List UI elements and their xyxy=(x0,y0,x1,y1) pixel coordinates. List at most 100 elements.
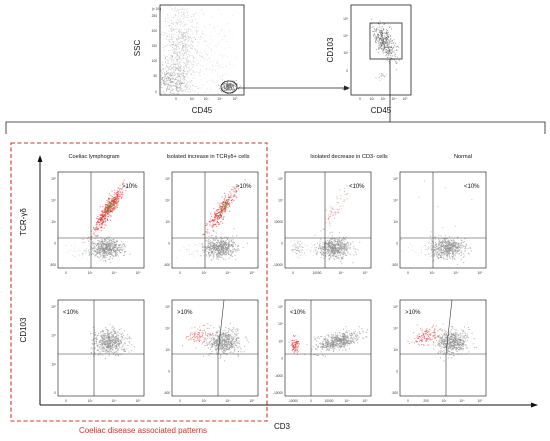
x-tick-label: 0 xyxy=(310,399,312,403)
panel-cd103-tcr-increase: >10% 10⁵ 10⁴ 10³ 0 -500 0 10³ 10⁴ 10⁵ xyxy=(164,299,259,403)
x-tick-label: 0 xyxy=(407,399,409,403)
event-cloud xyxy=(290,240,305,259)
event-cloud xyxy=(176,243,220,260)
x-tick-label: 0 xyxy=(179,271,181,275)
ssc-cd45-plot: (x 10³) 250 200 150 100 50 0 0 10² 10³ 1… xyxy=(133,4,245,115)
y-tick-label: 10⁴ xyxy=(393,199,399,203)
cd103-ytick: 10⁴ xyxy=(343,34,349,38)
panel-events xyxy=(400,180,473,265)
lymphocyte-gate xyxy=(220,80,238,94)
y-tick-label: -10000 xyxy=(273,391,283,395)
x-tick-label: 10⁴ xyxy=(454,271,460,275)
cd103-plot-events xyxy=(371,18,400,81)
event-cloud xyxy=(375,72,387,81)
coeliac-patterns-caption: Coeliac disease associated patterns xyxy=(79,426,207,435)
x-tick-label: 200 xyxy=(423,399,429,403)
event-cloud xyxy=(400,180,473,250)
y-tick-label: 10³ xyxy=(51,220,56,224)
ssc-xtick: 10⁴ xyxy=(218,97,224,101)
ssc-ytick: 250 xyxy=(152,14,158,18)
x-tick-label: 10³ xyxy=(88,399,93,403)
y-tick-label: 10⁴ xyxy=(165,199,171,203)
cd103-plot-frame xyxy=(350,4,412,96)
event-cloud xyxy=(219,200,230,216)
x-tick-label: 10⁵ xyxy=(478,399,484,403)
row-label-tcr: TCR-γδ xyxy=(19,208,28,236)
y-tick-label: 10³ xyxy=(278,339,283,343)
event-cloud xyxy=(185,10,238,95)
y-tick-label: 0 xyxy=(396,242,398,246)
x-tick-label: 10⁴ xyxy=(112,399,118,403)
y-tick-label: -10000 xyxy=(273,263,283,267)
y-tick-label: 0 xyxy=(54,391,56,395)
cd103-xaxis-title: CD45 xyxy=(371,106,392,115)
y-tick-label: 10³ xyxy=(393,220,398,224)
y-tick-label: 10³ xyxy=(393,348,398,352)
x-tick-label: 10³ xyxy=(88,271,93,275)
cd103-axis-title: CD103 xyxy=(326,37,335,62)
y-tick-label: -500 xyxy=(392,263,399,267)
panel-tcr-coeliac-lymphogram: >10% 10⁵ 10⁴ 10³ 0 -500 0 10³ 10⁴ 10⁵ xyxy=(50,171,145,275)
cd103-xtick: 10⁴ xyxy=(392,97,398,101)
y-tick-label: 0 xyxy=(396,370,398,374)
y-tick-label: 10⁵ xyxy=(165,177,171,181)
cd103-ytick: 10³ xyxy=(343,51,348,55)
column-header-cd3-decrease: Isolated decrease in CD3- cells xyxy=(310,154,388,160)
y-tick-label: 0 xyxy=(168,242,170,246)
y-tick-label: 10³ xyxy=(165,220,170,224)
x-tick-label: 0 xyxy=(65,271,67,275)
ssc-ytick: 200 xyxy=(152,29,158,33)
event-cloud xyxy=(200,228,248,261)
panel-grid: >10% 10⁵ 10⁴ 10³ 0 -500 0 10³ 10⁴ 10⁵ >10% 10⁵ 10⁴ 10… xyxy=(50,171,487,403)
panel-tcr-normal: <10% 10⁵ 10⁴ 10³ 0 -500 0 10³ 10⁴ 10⁵ xyxy=(392,171,487,275)
column-header-normal: Normal xyxy=(454,154,472,160)
panel-tcr-cd3-decrease: <10% 10⁵ 10⁴ 10000 0 -10000 0 10000 10⁴ 10⁵ xyxy=(273,171,372,275)
column-header-tcr-increase: Isolated increase in TCRγδ+ cells xyxy=(166,154,249,160)
y-tick-label: -500 xyxy=(50,263,57,267)
y-tick-label: -500 xyxy=(164,391,171,395)
x-tick-label: 10³ xyxy=(442,399,447,403)
percentage-label: >10% xyxy=(236,184,252,190)
event-cloud xyxy=(304,326,369,357)
ssc-xtick: 10³ xyxy=(204,97,209,101)
x-tick-label: 0 xyxy=(407,271,409,275)
event-cloud xyxy=(81,234,131,263)
ssc-xtick: 0 xyxy=(175,97,177,101)
ssc-plot-frame xyxy=(159,4,245,96)
event-cloud xyxy=(425,234,472,265)
x-tick-label: 10⁵ xyxy=(250,271,256,275)
x-tick-label: 10000 xyxy=(313,271,322,275)
y-tick-label: 10⁵ xyxy=(278,177,284,181)
ssc-ytick: 100 xyxy=(152,59,158,63)
x-tick-label: 10⁵ xyxy=(363,271,369,275)
ssc-xtick: 10² xyxy=(190,97,195,101)
ssc-axis-title: SSC xyxy=(133,40,142,57)
event-cloud xyxy=(314,183,357,236)
cd103-xtick: 10² xyxy=(370,97,375,101)
panel-frame xyxy=(399,299,487,397)
percentage-label: <10% xyxy=(349,184,365,190)
y-tick-label: 10⁴ xyxy=(51,199,57,203)
percentage-label: >10% xyxy=(122,184,138,190)
panel-events xyxy=(371,18,400,81)
y-tick-label: 0 xyxy=(281,242,283,246)
y-tick-label: -500 xyxy=(392,391,399,395)
event-cloud xyxy=(90,324,136,360)
y-tick-label: 10⁵ xyxy=(51,305,57,309)
y-tick-label: 10³ xyxy=(165,348,170,352)
percentage-label: <10% xyxy=(464,184,480,190)
cd103-ytick: 0 xyxy=(346,69,348,73)
panel-cd103-coeliac-lymphogram: <10% 10⁵ 10⁴ 10³ 0 0 10³ 10⁴ 10⁵ xyxy=(51,299,145,403)
panel-frame xyxy=(284,299,372,397)
percentage-label: <10% xyxy=(290,310,306,316)
x-tick-label: 10⁴ xyxy=(345,399,351,403)
event-cloud xyxy=(407,324,445,346)
ssc-ytick: 150 xyxy=(152,44,158,48)
cd103-xtick: 0 xyxy=(359,97,361,101)
y-tick-label: 10⁴ xyxy=(393,327,399,331)
panel-bracket xyxy=(5,121,546,134)
x-tick-label: 10⁵ xyxy=(363,399,369,403)
ssc-xaxis-title: CD45 xyxy=(192,106,213,115)
percentage-label: <10% xyxy=(63,310,79,316)
